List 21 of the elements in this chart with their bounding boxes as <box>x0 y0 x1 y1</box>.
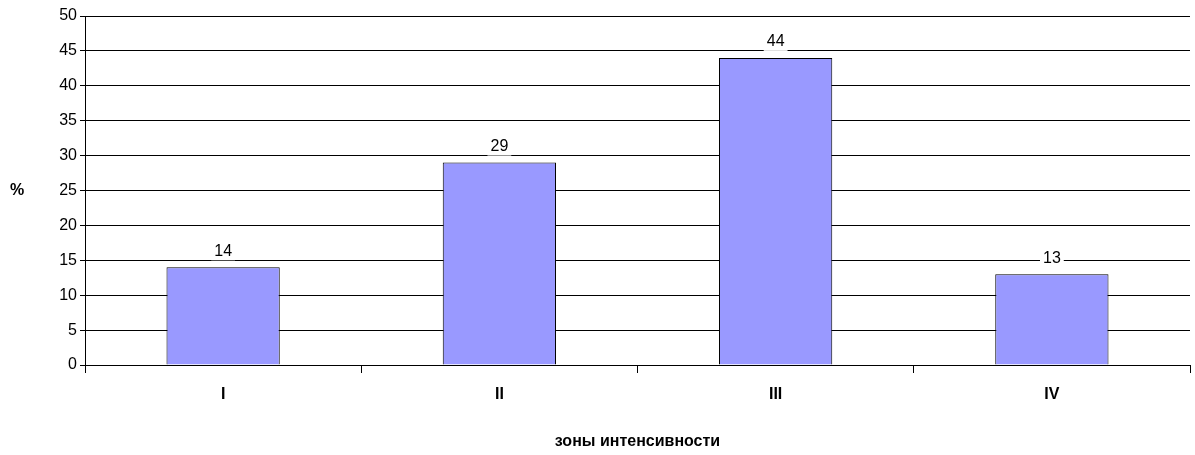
x-tick-label: IV <box>1044 385 1060 403</box>
y-tick-label: 50 <box>59 6 78 24</box>
data-label: 14 <box>214 241 233 259</box>
x-tick-label: II <box>494 385 504 403</box>
y-tick-label: 15 <box>59 250 78 268</box>
x-tick-label: I <box>220 385 226 403</box>
data-label: 29 <box>490 136 509 154</box>
y-tick-label: 25 <box>59 180 78 198</box>
data-label: 13 <box>1042 248 1061 266</box>
x-tick-label: III <box>768 385 783 403</box>
y-tick-label: 40 <box>59 76 78 94</box>
y-tick-label: 10 <box>59 285 78 303</box>
y-tick-label: 30 <box>59 146 78 164</box>
data-label: 44 <box>766 32 785 50</box>
y-tick-label: 35 <box>59 111 78 129</box>
y-tick-label: 5 <box>68 320 78 338</box>
y-tick-label: 20 <box>59 215 78 233</box>
x-axis-title: зоны интенсивности <box>554 431 721 449</box>
y-tick-label: 0 <box>68 355 78 373</box>
y-tick-label: 45 <box>59 41 78 59</box>
y-axis-title: % <box>10 180 25 198</box>
